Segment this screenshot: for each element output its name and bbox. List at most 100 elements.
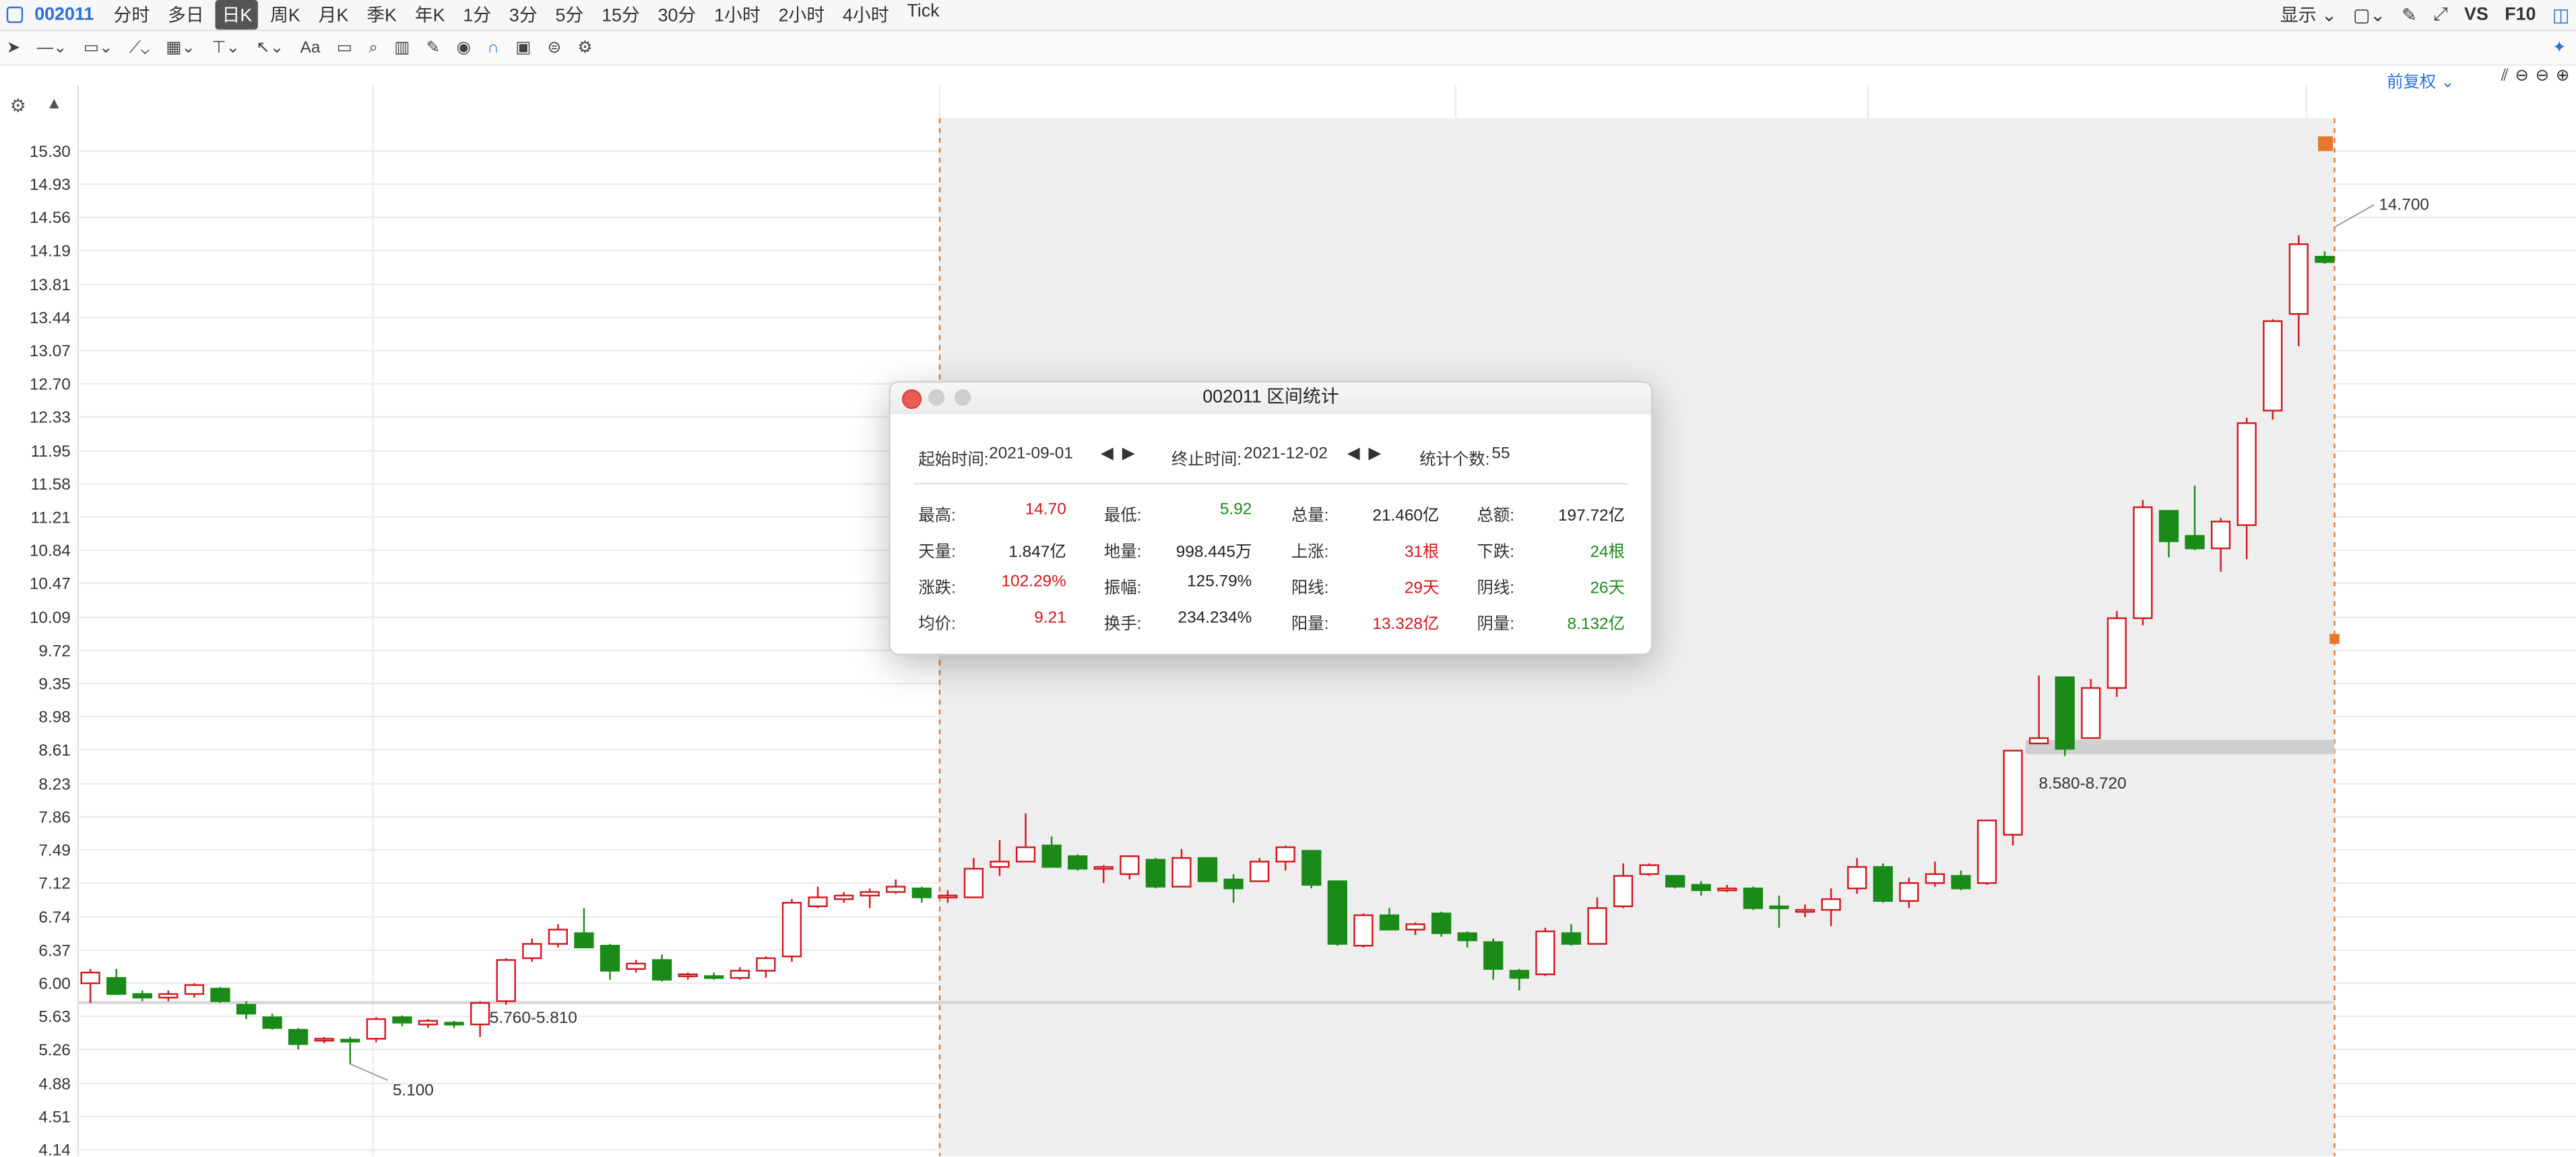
candle-body	[963, 867, 984, 898]
candle-body	[1951, 875, 1971, 890]
start-value: 2021-09-01	[989, 444, 1073, 463]
candle-body	[781, 902, 802, 958]
end-value: 2021-12-02	[1244, 444, 1328, 463]
period-toolbar: 002011 分时 多日 日K 周K 月K 季K 年K 1分 3分 5分 15分 30分 1小时 2小时 4…	[0, 0, 2576, 32]
candle-body	[1431, 913, 1452, 934]
trend-tool-icon[interactable]: ⟋⌄	[129, 38, 150, 57]
start-prev-icon[interactable]: ◀	[1100, 444, 1114, 463]
candle-body	[833, 894, 854, 900]
adjust-select[interactable]: 前复权 ⌄	[2387, 73, 2455, 92]
y-tick-label: 13.81	[30, 276, 71, 294]
y-tick-label: 10.09	[30, 609, 71, 627]
y-tick-label: 15.30	[30, 143, 71, 161]
candle-body	[158, 993, 179, 999]
candle-body	[418, 1020, 439, 1026]
pin-icon[interactable]: ✦	[2552, 38, 2567, 57]
period-tab[interactable]: 2小时	[778, 6, 825, 27]
stat-value: 1.847亿	[1008, 543, 1066, 562]
range-close-icon	[2318, 136, 2333, 152]
adjust-label: 前复权	[2387, 73, 2437, 92]
candle-body	[678, 973, 698, 977]
arrow-tool-icon[interactable]: ↖⌄	[256, 38, 284, 57]
indicator-icon[interactable]: ⫽	[2501, 67, 2509, 86]
y-tick-label: 11.58	[31, 475, 71, 494]
fullscreen-icon[interactable]: ⤢	[2433, 4, 2448, 24]
minimize-button[interactable]	[928, 389, 945, 406]
period-tab[interactable]: 1分	[463, 6, 492, 27]
candle-body	[2236, 422, 2257, 526]
settings-icon[interactable]: ⚙	[577, 38, 593, 57]
stock-code[interactable]: 002011	[34, 5, 94, 25]
zoom-button[interactable]	[954, 389, 971, 406]
candle-body	[1327, 880, 1347, 945]
collapse-icon[interactable]: ▲	[46, 95, 63, 114]
end-next-icon[interactable]: ▶	[1368, 444, 1382, 463]
candle-body	[1743, 887, 1764, 909]
period-tab[interactable]: 日K	[215, 0, 259, 30]
stat-value: 234.234%	[1178, 609, 1252, 628]
stat-value: 26天	[1590, 579, 1625, 598]
brush-icon[interactable]: ✎	[426, 38, 441, 57]
period-tab[interactable]: 季K	[366, 6, 397, 27]
candle-body	[574, 932, 594, 949]
stat-value: 998.445万	[1176, 543, 1252, 562]
zoom-icon[interactable]: ⌕	[368, 38, 378, 57]
vs-button[interactable]: VS	[2464, 5, 2488, 25]
end-prev-icon[interactable]: ◀	[1347, 444, 1360, 463]
display-menu[interactable]: 显示 ⌄	[2280, 6, 2337, 27]
cursor-icon[interactable]: ➤	[6, 38, 21, 57]
annotations: 5.760-5.810 5.100 8.580-8.720 14.700	[350, 195, 2429, 1100]
period-tab[interactable]: 周K	[270, 6, 300, 27]
period-tab[interactable]: 30分	[657, 6, 697, 27]
text-tool-icon[interactable]: Aa	[300, 38, 321, 57]
period-tab[interactable]: 多日	[168, 6, 204, 27]
plus-icon[interactable]: ⊕	[2555, 67, 2570, 86]
measure-tool-icon[interactable]: ⊤⌄	[212, 38, 240, 57]
chart-controls: ⫽ ⊖ ⊖ ⊕	[2501, 67, 2570, 86]
eye-icon[interactable]: ◉	[456, 38, 471, 57]
annotation-label: 5.760-5.810	[490, 1009, 577, 1027]
period-tab[interactable]: Tick	[907, 1, 940, 22]
y-axis-labels: 15.30 14.93 14.56 14.19 13.81 13.44 13.07 12.70…	[30, 143, 71, 1156]
fib-tool-icon[interactable]: ▦⌄	[166, 38, 195, 57]
magnet-icon[interactable]: ∩	[487, 38, 499, 57]
start-next-icon[interactable]: ▶	[1122, 444, 1135, 463]
candle-body	[1561, 932, 1582, 945]
lock-icon[interactable]: ⊜	[547, 38, 562, 57]
candle-body	[1457, 932, 1477, 941]
candle-body	[2315, 255, 2335, 263]
y-tick-label: 12.33	[30, 409, 71, 427]
close-button[interactable]	[901, 389, 922, 409]
period-tab[interactable]: 分时	[113, 6, 150, 27]
period-tab[interactable]: 3分	[509, 6, 538, 27]
stats-tool-icon[interactable]: ▥	[394, 38, 410, 57]
minus-icon-2[interactable]: ⊖	[2535, 67, 2550, 86]
comment-icon[interactable]: ▭	[336, 38, 352, 57]
candle-body	[522, 943, 542, 960]
y-tick-label: 8.61	[38, 741, 70, 760]
window-icon[interactable]: ▢⌄	[2353, 5, 2385, 26]
f10-button[interactable]: F10	[2505, 5, 2536, 25]
period-tab[interactable]: 1小时	[714, 6, 761, 27]
period-tab[interactable]: 5分	[555, 6, 584, 27]
drawing-toolbar: ➤ —⌄ ▭⌄ ⟋⌄ ▦⌄ ⊤⌄ ↖⌄ Aa ▭ ⌕ ▥ ✎ ◉ ∩ ▣ ⊜ ⚙…	[0, 31, 2576, 66]
stat-label: 总额:	[1477, 507, 1515, 526]
pen-icon[interactable]: ✎	[2402, 5, 2417, 26]
period-tab[interactable]: 15分	[602, 6, 640, 27]
trash-icon[interactable]: ▣	[515, 38, 532, 57]
line-tool-icon[interactable]: —⌄	[36, 38, 67, 57]
period-tab[interactable]: 年K	[414, 6, 445, 27]
sidebar-toggle-icon[interactable]: ◫	[2552, 5, 2570, 26]
chart-settings-icon[interactable]: ⚙	[9, 96, 26, 117]
candle-body	[236, 1003, 257, 1015]
period-tab[interactable]: 4小时	[842, 6, 889, 27]
minus-icon[interactable]: ⊖	[2515, 67, 2529, 86]
y-tick-label: 14.93	[30, 176, 71, 194]
period-tab[interactable]: 月K	[318, 6, 349, 27]
stat-label: 最高:	[918, 507, 956, 526]
candle-body	[1197, 857, 1218, 882]
candles	[80, 235, 2335, 1064]
rect-tool-icon[interactable]: ▭⌄	[83, 38, 113, 57]
stat-label: 阴线:	[1477, 579, 1515, 598]
layout-icon[interactable]	[6, 6, 24, 24]
